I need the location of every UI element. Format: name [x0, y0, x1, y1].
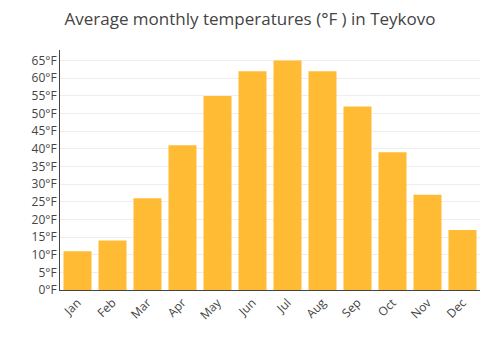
svg-text:Nov: Nov: [407, 294, 435, 322]
svg-text:Jul: Jul: [272, 294, 294, 316]
svg-text:Jun: Jun: [234, 294, 259, 319]
svg-text:15°F: 15°F: [32, 228, 57, 245]
svg-text:0°F: 0°F: [38, 281, 56, 298]
svg-text:65°F: 65°F: [32, 52, 57, 69]
svg-text:10°F: 10°F: [32, 246, 57, 263]
svg-text:40°F: 40°F: [32, 140, 57, 157]
svg-text:55°F: 55°F: [32, 87, 57, 104]
svg-text:Apr: Apr: [164, 294, 190, 320]
svg-text:Oct: Oct: [374, 294, 400, 320]
svg-text:Sep: Sep: [338, 294, 365, 321]
svg-text:Aug: Aug: [302, 294, 330, 322]
svg-text:45°F: 45°F: [32, 122, 57, 139]
svg-text:Average monthly temperatures (: Average monthly temperatures (°F ) in Te…: [64, 7, 435, 30]
svg-text:May: May: [196, 294, 225, 323]
svg-text:Feb: Feb: [93, 294, 119, 320]
svg-text:30°F: 30°F: [32, 175, 57, 192]
svg-text:Mar: Mar: [127, 294, 155, 322]
svg-text:Jan: Jan: [60, 294, 85, 319]
svg-text:25°F: 25°F: [32, 193, 57, 210]
svg-text:35°F: 35°F: [32, 158, 57, 175]
svg-text:20°F: 20°F: [32, 211, 57, 228]
svg-text:Dec: Dec: [443, 294, 470, 321]
svg-text:60°F: 60°F: [32, 69, 57, 86]
svg-text:50°F: 50°F: [32, 105, 57, 122]
svg-text:5°F: 5°F: [38, 264, 56, 281]
